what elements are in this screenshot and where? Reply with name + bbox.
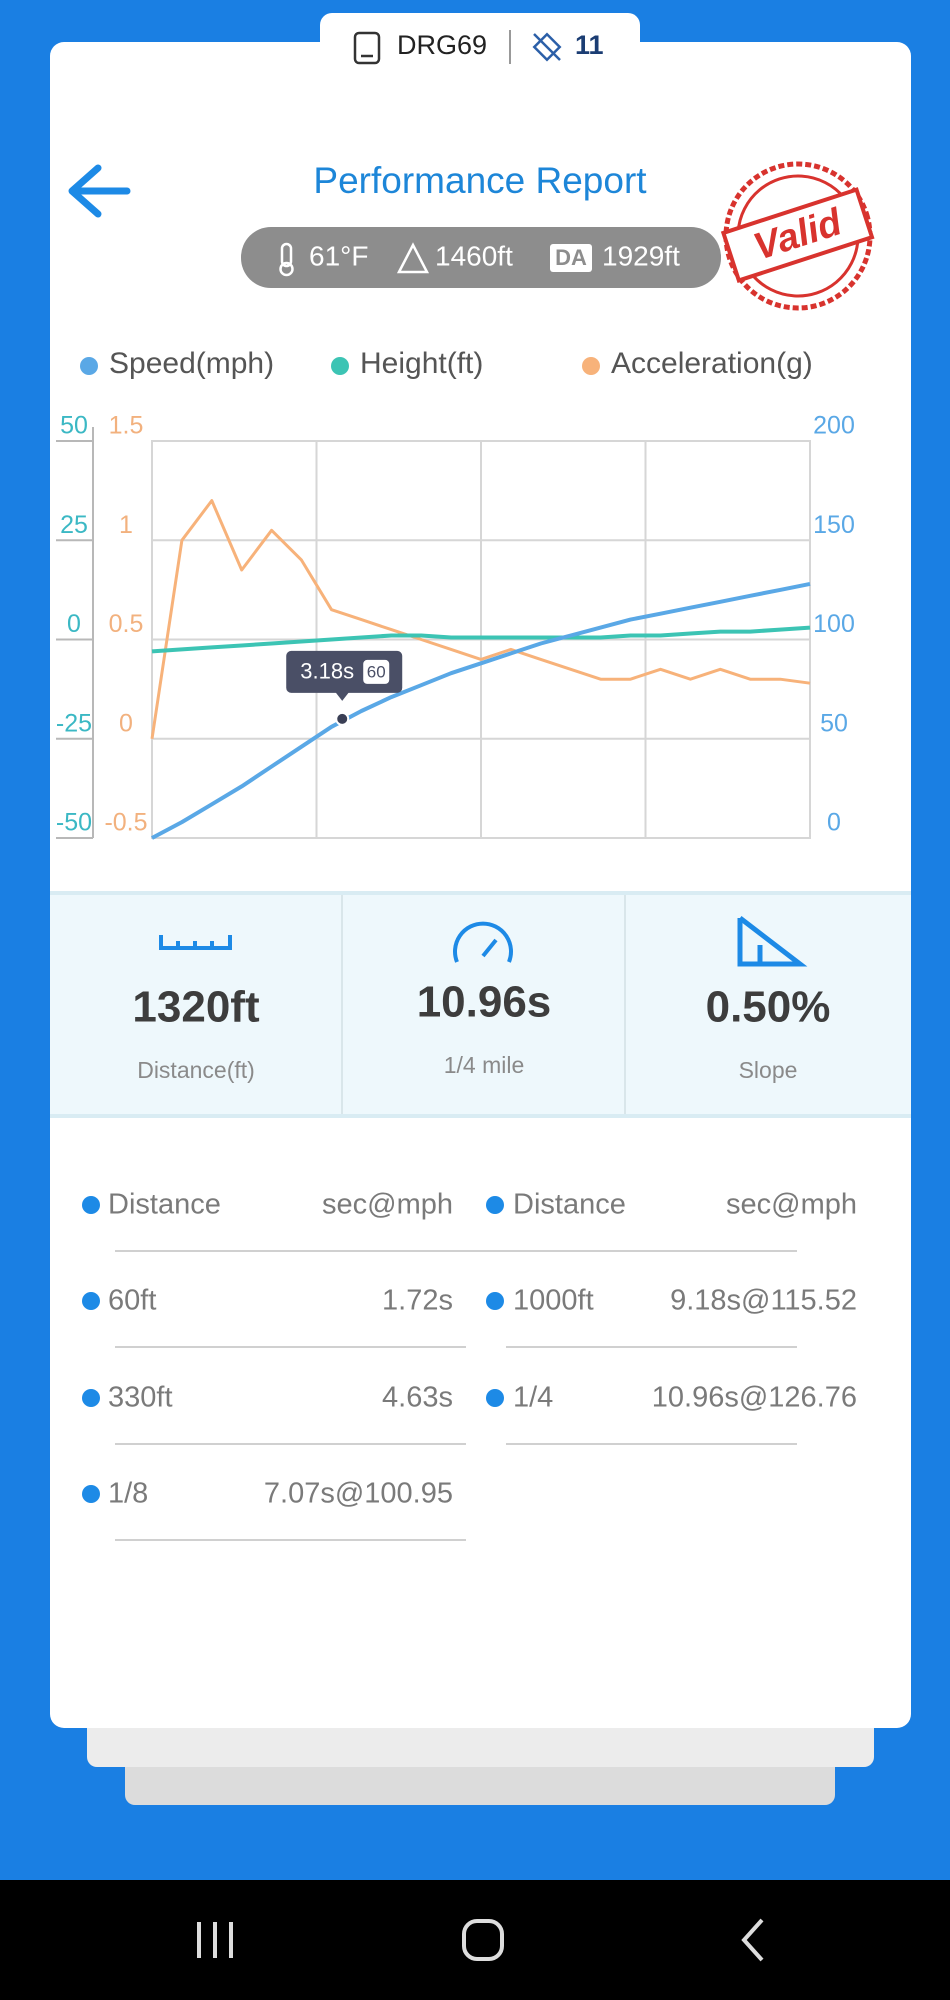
bullet	[82, 1292, 100, 1310]
page-title: Performance Report	[313, 160, 647, 201]
satellite-count: 11	[575, 30, 604, 60]
tooltip-speed: 60	[367, 662, 386, 681]
series-line	[150, 499, 811, 740]
stat-label: Distance(ft)	[137, 1057, 255, 1083]
y3-tick-label: 0	[119, 709, 133, 737]
slope-icon	[737, 916, 808, 967]
y-tick-label: -25	[56, 709, 92, 737]
split-header: Distance	[513, 1189, 626, 1221]
thermometer-icon	[279, 242, 294, 277]
legend-swatch	[582, 357, 600, 375]
y-tick-label: -50	[56, 809, 92, 837]
y3-tick-label: 1	[119, 511, 133, 539]
stat-value: 0.50%	[706, 983, 831, 1032]
split-distance: 1/8	[108, 1478, 148, 1510]
tooltip-pointer	[335, 691, 350, 701]
split-time: 10.96s@126.76	[652, 1382, 857, 1414]
home-button[interactable]	[462, 1919, 504, 1961]
bullet	[82, 1485, 100, 1503]
y3-tick-label: 0.5	[109, 610, 144, 638]
mountain-icon	[396, 242, 430, 274]
stat-value: 1320ft	[132, 983, 260, 1032]
bullet	[486, 1196, 504, 1214]
legend-label[interactable]: Height(ft)	[360, 347, 483, 380]
tooltip-point[interactable]	[335, 711, 350, 726]
series-line	[151, 581, 811, 840]
bullet	[82, 1389, 100, 1407]
bullet	[486, 1389, 504, 1407]
device-name: DRG69	[397, 30, 487, 60]
legend-label[interactable]: Speed(mph)	[109, 347, 274, 380]
tooltip-badge	[363, 659, 390, 684]
y-tick-label: 0	[67, 610, 81, 638]
device-pill[interactable]	[320, 13, 640, 80]
da-badge	[550, 244, 592, 272]
split-distance: 1/4	[513, 1382, 553, 1414]
y2-tick-label: 100	[813, 610, 855, 638]
series-line	[151, 625, 811, 654]
nav-bar	[0, 1880, 950, 2000]
split-time: 9.18s@115.52	[670, 1285, 857, 1317]
density-altitude: 1929ft	[602, 240, 680, 271]
bullet	[486, 1292, 504, 1310]
back-button[interactable]	[68, 164, 131, 218]
conditions-pill	[241, 227, 721, 288]
split-time: 7.07s@100.95	[264, 1478, 453, 1510]
split-time: 1.72s	[382, 1285, 453, 1317]
temperature: 61°F	[309, 240, 368, 271]
split-header: Distance	[108, 1189, 221, 1221]
back-nav-button[interactable]	[741, 1918, 764, 1962]
stat-label: 1/4 mile	[444, 1052, 525, 1078]
recents-button[interactable]	[197, 1922, 233, 1958]
split-header: sec@mph	[726, 1189, 857, 1221]
legend-swatch	[331, 357, 349, 375]
split-time: 4.63s	[382, 1382, 453, 1414]
satellite-icon	[532, 32, 562, 62]
legend-label[interactable]: Acceleration(g)	[611, 347, 813, 380]
ruler-icon	[159, 935, 232, 950]
splits-table: Distance sec@mph Distance sec@mph 60ft 1.…	[82, 1189, 857, 1541]
legend-swatch	[80, 357, 98, 375]
tooltip-time: 3.18s	[300, 659, 354, 684]
device-icon	[353, 31, 381, 65]
y-tick-label: 50	[60, 412, 88, 440]
y2-tick-label: 200	[813, 412, 855, 440]
bullet	[82, 1196, 100, 1214]
stats-panel	[50, 893, 911, 1116]
report-card	[50, 42, 911, 1728]
split-distance: 330ft	[108, 1382, 173, 1414]
split-distance: 60ft	[108, 1285, 156, 1317]
da-badge-text: DA	[555, 245, 587, 270]
stat-label: Slope	[739, 1057, 798, 1083]
split-distance: 1000ft	[513, 1285, 594, 1317]
y2-tick-label: 150	[813, 511, 855, 539]
performance-chart: Speed(mph) Height(ft) Acceleration(g) -50 -2…	[56, 347, 855, 840]
split-header: sec@mph	[322, 1189, 453, 1221]
y3-tick-label: -0.5	[104, 809, 147, 837]
speedometer-icon	[453, 921, 513, 963]
y2-tick-label: 50	[820, 709, 848, 737]
y-tick-label: 25	[60, 511, 88, 539]
y3-tick-label: 1.5	[109, 412, 144, 440]
y2-tick-label: 0	[827, 809, 841, 837]
stat-value: 10.96s	[417, 978, 552, 1027]
altitude: 1460ft	[435, 240, 513, 271]
